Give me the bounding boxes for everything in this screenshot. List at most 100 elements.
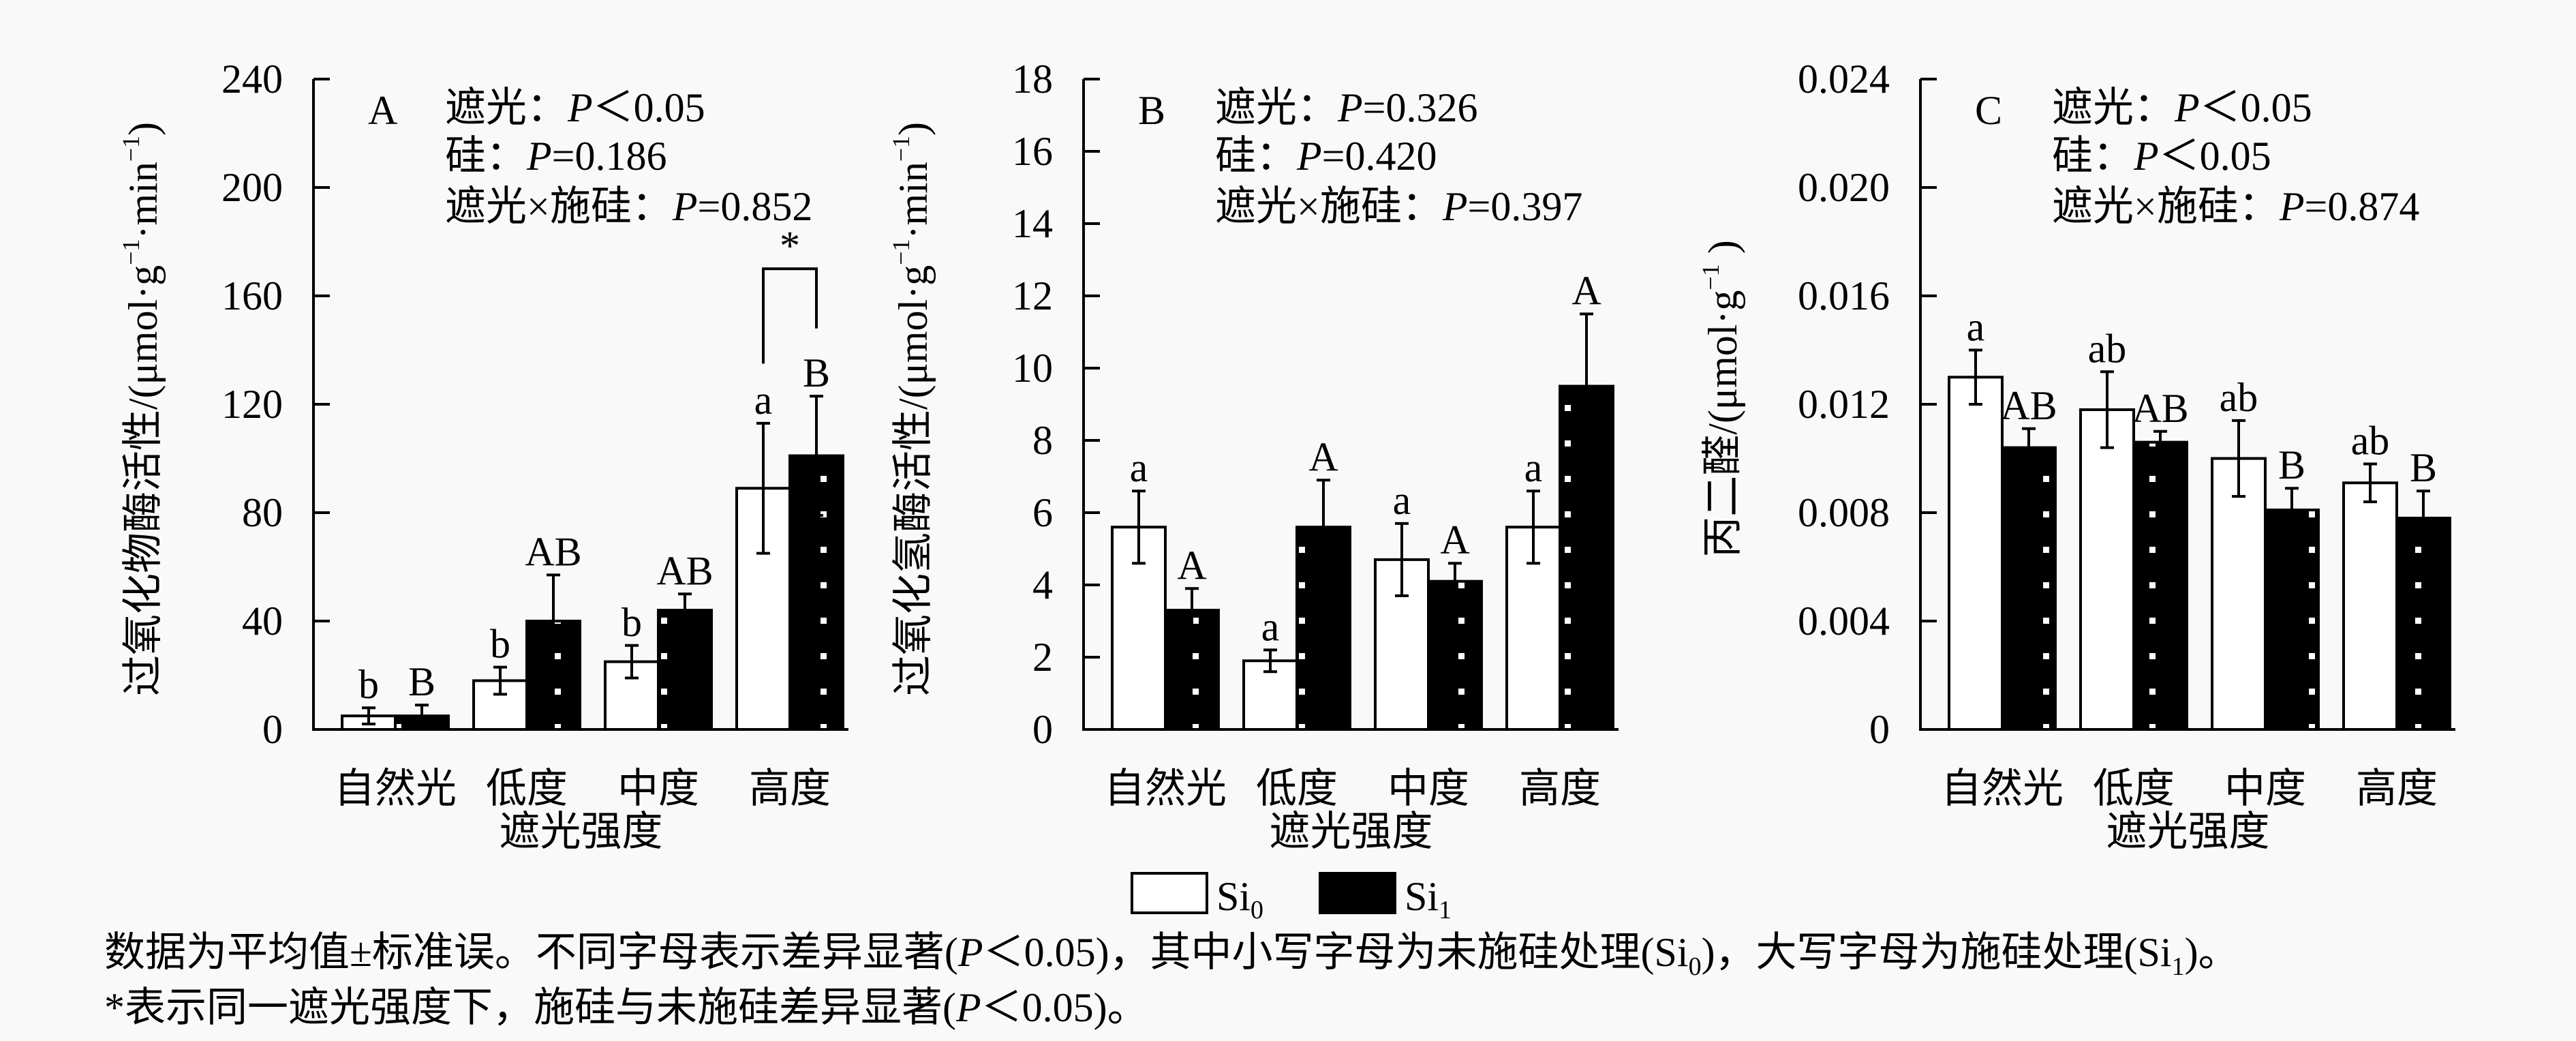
stats-text: 硅： — [1215, 134, 1297, 179]
p-symbol: P — [1442, 184, 1468, 229]
y-tick-label: 16 — [1012, 129, 1053, 174]
y-tick-label: 0.024 — [1798, 57, 1890, 102]
significance-letter: ab — [2351, 418, 2390, 463]
bar-si1 — [1427, 579, 1483, 731]
bar-si1 — [2132, 440, 2188, 731]
y-label-superscript: −1 — [887, 136, 915, 162]
x-tick-label: 低度 — [486, 766, 568, 811]
y-tick-label: 2 — [1032, 635, 1053, 680]
significance-letter: B — [408, 659, 435, 704]
y-label-superscript: −1 — [117, 136, 144, 162]
legend-swatch-si0 — [1131, 872, 1208, 914]
significance-letter: ab — [2220, 375, 2258, 420]
significance-star: * — [780, 223, 800, 268]
y-label-text: ) — [891, 122, 936, 136]
y-tick-label: 0.016 — [1798, 273, 1890, 318]
y-tick-label: 8 — [1032, 418, 1053, 463]
y-tick-label: 160 — [221, 273, 283, 318]
x-tick-label: 低度 — [2093, 766, 2175, 811]
panel-label: B — [1138, 88, 1165, 133]
legend-label-base: Si — [1405, 874, 1439, 919]
significance-letter: A — [1308, 434, 1338, 479]
y-tick-label: 18 — [1012, 57, 1053, 102]
panel-c: 0 0.004 0.008 0.012 0.016 0.020 0.024 丙二醛/(μmol… — [1697, 57, 2455, 854]
stats-line: 遮光：P＜0.05 — [445, 85, 705, 130]
significance-letter: a — [1393, 478, 1411, 523]
y-tick-label: 14 — [1012, 201, 1053, 246]
significance-letter: A — [1440, 517, 1469, 562]
y-tick-label: 4 — [1032, 562, 1053, 607]
bar-si0 — [2342, 481, 2398, 731]
significance-letter: a — [1967, 305, 1985, 350]
stats-text: 硅： — [2052, 134, 2134, 179]
stats-text: 遮光： — [1215, 85, 1338, 130]
stats-text: =0.186 — [552, 134, 667, 179]
y-axis-label: 过氧化物酶活性/(μmol·g−1·min−1) — [117, 122, 166, 696]
y-tick-label: 12 — [1012, 273, 1053, 318]
x-tick-label: 高度 — [749, 766, 831, 811]
y-tick-label: 120 — [221, 382, 283, 427]
stats-text: ＜0.05 — [593, 85, 705, 130]
stats-text: 遮光×施硅： — [2052, 184, 2280, 229]
y-label-text: 过氧化氢酶活性/(μmol·g — [891, 265, 936, 696]
stats-text: ＜0.05 — [2200, 85, 2312, 130]
p-symbol: P — [526, 134, 552, 179]
x-tick-label: 中度 — [2224, 766, 2306, 811]
caption-text: 数据为平均值±标准误。不同字母表示差异显著( — [104, 930, 958, 975]
y-tick-label: 10 — [1012, 346, 1053, 391]
x-tick-label: 高度 — [2356, 766, 2438, 811]
significance-letter: B — [2278, 442, 2305, 487]
y-tick-label: 40 — [242, 599, 283, 644]
x-tick-label: 中度 — [1387, 766, 1469, 811]
caption-subscript: 0 — [1688, 952, 1702, 981]
significance-letter: b — [490, 622, 510, 667]
stats-text: 遮光： — [445, 85, 568, 130]
y-tick-label: 0.020 — [1798, 165, 1890, 210]
stats-line: 遮光×施硅：P=0.852 — [445, 184, 812, 229]
y-label-text: 丙二醛/(μmol·g — [1700, 290, 1745, 558]
x-axis-title: 遮光强度 — [2106, 809, 2270, 854]
bar-si0 — [2211, 457, 2267, 731]
bar-si1 — [2001, 446, 2057, 731]
legend-swatch-si1 — [1319, 872, 1396, 914]
caption-line-2: *表示同一遮光强度下，施硅与未施硅差异显著(P＜0.05)。 — [104, 984, 1148, 1031]
significance-letter: AB — [656, 548, 713, 593]
significance-bracket — [762, 267, 818, 364]
p-symbol: P — [2279, 184, 2305, 229]
significance-letter: A — [1177, 543, 1206, 588]
significance-letter: AB — [2000, 383, 2057, 428]
caption-text: )。 — [2184, 930, 2239, 975]
stats-line: 遮光：P＜0.05 — [2052, 85, 2312, 130]
legend: Si0 Si1 — [1131, 872, 1452, 924]
y-tick-label: 0.004 — [1798, 599, 1890, 644]
significance-letter: b — [358, 662, 379, 707]
p-symbol: P — [955, 985, 981, 1030]
x-tick-label: 自然光 — [1941, 766, 2064, 811]
stats-text: 遮光： — [2052, 85, 2175, 130]
caption-text: ＜0.05)。 — [981, 985, 1148, 1030]
y-label-text: 过氧化物酶活性/(μmol·g — [121, 265, 166, 696]
y-tick-label: 6 — [1032, 490, 1053, 535]
y-label-text: ·min — [891, 162, 936, 239]
stats-text: 遮光×施硅： — [1215, 184, 1443, 229]
significance-letter: ab — [2088, 326, 2127, 371]
significance-letter: A — [1571, 269, 1601, 314]
significance-letter: AB — [2132, 386, 2188, 431]
bar-si1 — [2264, 509, 2320, 731]
y-tick-label: 0.012 — [1798, 382, 1890, 427]
legend-label: Si0 — [1216, 874, 1263, 924]
stats-text: =0.326 — [1363, 85, 1478, 130]
y-label-text: ) — [121, 122, 166, 136]
panel-b: 024681012141618过氧化氢酶活性/(μmol·g−1·min−1)a… — [887, 57, 1619, 854]
significance-letter: a — [1524, 445, 1543, 490]
y-tick-label: 0 — [1869, 707, 1890, 752]
significance-letter: B — [2410, 445, 2437, 490]
y-tick-label: 0 — [262, 707, 283, 752]
y-label-text: ) — [1700, 240, 1745, 264]
y-label-superscript: −1 — [1697, 264, 1724, 290]
stats-line: 遮光：P=0.326 — [1215, 85, 1478, 130]
p-symbol: P — [672, 184, 698, 229]
x-axis-title: 遮光强度 — [1270, 809, 1433, 854]
y-tick-label: 0 — [1032, 707, 1053, 752]
